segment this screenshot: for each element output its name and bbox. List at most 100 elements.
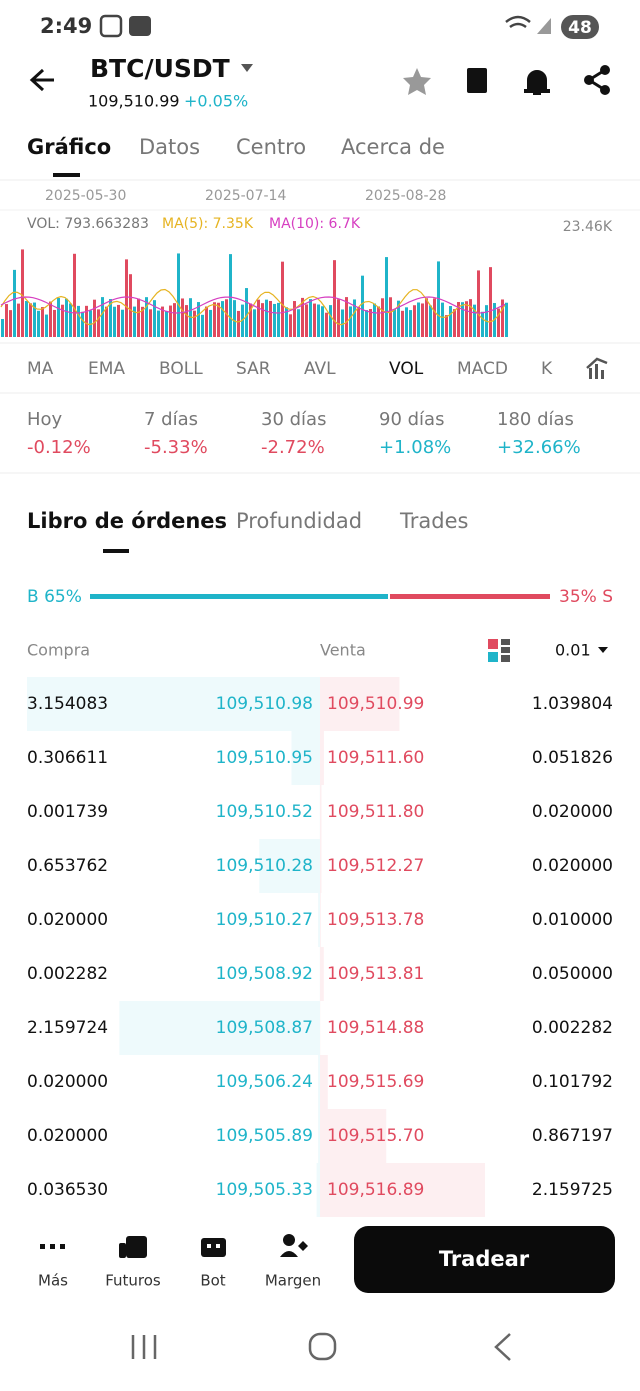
volume-bar	[305, 304, 308, 337]
price: 109,510.99	[88, 92, 180, 111]
bid-amount: 0.020000	[27, 910, 108, 930]
ask-amount: 0.051826	[532, 748, 613, 768]
more-icon[interactable]	[40, 1244, 65, 1249]
volume-bar	[169, 306, 172, 337]
volume-bar	[489, 267, 492, 337]
ask-amount: 0.050000	[532, 964, 613, 984]
indicator[interactable]: AVL	[304, 359, 336, 379]
volume-bar	[325, 313, 328, 337]
volume-bar	[245, 288, 248, 337]
volume-bar	[441, 303, 444, 337]
pair[interactable]: BTC/USDT	[90, 54, 230, 83]
bid-price: 109,510.95	[216, 748, 313, 768]
volume-bar	[389, 297, 392, 337]
volume-bar	[265, 300, 268, 337]
ask-price: 109,510.99	[327, 694, 424, 714]
trade-button-label[interactable]: Tradear	[439, 1247, 530, 1271]
volume-bar	[101, 297, 104, 337]
volume-bar	[93, 300, 96, 337]
volume-bar	[201, 315, 204, 337]
volume-bar	[193, 311, 196, 337]
volume-bar	[381, 298, 384, 337]
indicator[interactable]: VOL	[389, 359, 424, 379]
bid-amount: 0.306611	[27, 748, 108, 768]
volume-bar	[281, 262, 284, 337]
ma5-label: MA(5): 7.35K	[162, 216, 254, 232]
bid-price: 109,505.33	[216, 1180, 313, 1200]
indicator[interactable]: BOLL	[159, 359, 203, 379]
indicator[interactable]: MA	[27, 359, 54, 379]
bid-amount: 0.036530	[27, 1180, 108, 1200]
volume-bar	[313, 304, 316, 337]
chart-date: 2025-08-28	[365, 188, 446, 204]
period-change: -2.72%	[261, 437, 325, 458]
ask-amount: 0.002282	[532, 1018, 613, 1038]
bid-price: 109,508.87	[216, 1018, 313, 1038]
volume-bar	[309, 299, 312, 337]
volume-bar	[205, 307, 208, 337]
ask-price: 109,513.81	[327, 964, 424, 984]
ask-price: 109,513.78	[327, 910, 424, 930]
tab[interactable]: Datos	[139, 135, 200, 159]
bot-icon[interactable]	[201, 1238, 226, 1257]
ask-price: 109,514.88	[327, 1018, 424, 1038]
volume-bar	[329, 305, 332, 337]
book-tab[interactable]: Profundidad	[236, 509, 362, 533]
volume-bar	[213, 302, 216, 337]
volume-bar	[445, 315, 448, 337]
tab-indicator	[103, 549, 129, 553]
volume-bar	[81, 312, 84, 337]
volume-bar	[69, 303, 72, 337]
indicator[interactable]: K	[541, 359, 553, 379]
time: 2:49	[40, 14, 92, 38]
tab[interactable]: Acerca de	[341, 135, 445, 159]
ask-depth	[320, 947, 324, 1001]
indicator[interactable]: MACD	[457, 359, 508, 379]
volume-bar	[137, 299, 140, 337]
volume-bar	[57, 298, 60, 337]
volume-bar	[1, 319, 4, 337]
bid-price: 109,510.27	[216, 910, 313, 930]
tab[interactable]: Gráfico	[27, 135, 111, 159]
book-tab[interactable]: Trades	[399, 509, 468, 533]
volume-bar	[161, 307, 164, 337]
period-change: +1.08%	[379, 437, 451, 458]
nav-label[interactable]: Más	[38, 1272, 68, 1290]
volume-bar	[41, 307, 44, 337]
nav-label[interactable]: Margen	[265, 1272, 321, 1290]
book-tab[interactable]: Libro de órdenes	[27, 509, 227, 533]
volume-bar	[461, 302, 464, 337]
volume-bar	[425, 298, 428, 337]
volume-bar	[337, 299, 340, 337]
indicator[interactable]: EMA	[88, 359, 125, 379]
volume-bar	[25, 301, 28, 337]
period-label: 30 días	[261, 409, 326, 430]
volume-bar	[321, 306, 324, 337]
ma10-label: MA(10): 6.7K	[269, 216, 361, 232]
volume-bar	[77, 306, 80, 337]
volume-bar	[233, 300, 236, 337]
indicator[interactable]: SAR	[236, 359, 271, 379]
volume-bar	[113, 307, 116, 337]
volume-bar	[469, 299, 472, 337]
bid-amount: 0.002282	[27, 964, 108, 984]
volume-bar	[481, 312, 484, 337]
volume-bar	[185, 305, 188, 337]
nav-label[interactable]: Futuros	[105, 1272, 161, 1290]
ask-depth	[320, 785, 322, 839]
step-selector[interactable]: 0.01	[555, 641, 591, 660]
status-icon	[129, 16, 151, 36]
volume-bar	[49, 302, 52, 337]
notes-button[interactable]	[467, 68, 487, 93]
ask-amount: 0.867197	[532, 1126, 613, 1146]
ask-price: 109,512.27	[327, 856, 424, 876]
volume-bar	[257, 300, 260, 337]
period-change: -5.33%	[144, 437, 208, 458]
nav-label[interactable]: Bot	[200, 1272, 225, 1290]
volume-bar	[13, 270, 16, 337]
tab-indicator	[53, 173, 80, 177]
volume-bar	[465, 301, 468, 337]
tab[interactable]: Centro	[236, 135, 306, 159]
battery-level: 48	[568, 18, 592, 38]
